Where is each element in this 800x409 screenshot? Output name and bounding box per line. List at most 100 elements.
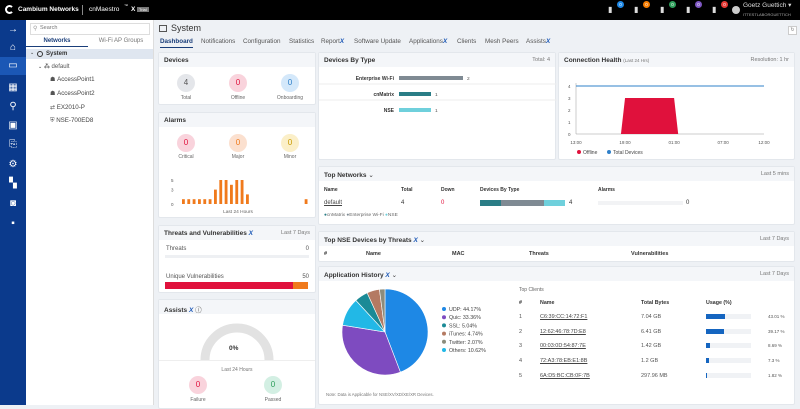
map-pin-icon[interactable]: ⚲	[9, 101, 17, 112]
top-clients-panel: Top Clients # Name Total Bytes Usage (%)…	[519, 287, 794, 397]
rank: 2	[519, 328, 523, 335]
y-tick-label: 5	[171, 178, 174, 183]
pie-slice[interactable]	[384, 288, 429, 373]
tab-report[interactable]: ReportX	[321, 38, 345, 45]
application-history-card: Application History X ⌄ Last 7 Days UDP: …	[318, 266, 795, 405]
usage-track	[706, 358, 751, 364]
tab-notifications[interactable]: Notifications	[201, 38, 236, 45]
tab-configuration[interactable]: Configuration	[243, 38, 281, 45]
major-alarms-count[interactable]: 0	[229, 134, 247, 152]
legend-dot	[442, 348, 446, 352]
brand-name: Cambium Networks	[18, 6, 79, 13]
type-bar[interactable]	[399, 76, 463, 80]
chevron-down-icon[interactable]: ⌄	[391, 272, 398, 279]
rank: 4	[519, 358, 523, 365]
user-icon[interactable]	[732, 6, 740, 14]
offline-devices-count[interactable]: 0	[229, 74, 247, 92]
rank: 5	[519, 372, 523, 379]
device-check-icon[interactable]: ▮ 0	[660, 1, 676, 15]
tab-mesh-peers[interactable]: Mesh Peers	[485, 38, 519, 45]
chevron-down-icon[interactable]: ⌄	[38, 64, 43, 70]
clipboard-icon[interactable]: ▮ 0	[686, 1, 702, 15]
type-bar[interactable]	[399, 108, 431, 112]
segment-enterprise-wifi	[501, 200, 544, 206]
total-bytes: 7.04 GB	[641, 314, 662, 320]
dashboard-grid-icon[interactable]: ▦	[8, 82, 18, 93]
chevron-down-icon[interactable]: ⌄	[419, 237, 426, 244]
client-link[interactable]: 6A:D5:BC:CB:0F:7B	[540, 372, 590, 379]
critical-label: Critical	[178, 154, 194, 160]
column-header: MAC	[452, 251, 465, 257]
tree-label: NSE-700ED8	[56, 117, 94, 124]
search-input-wrap[interactable]: ⚲	[30, 23, 150, 35]
client-link[interactable]: 00:03:0D:54:87:7E	[540, 343, 586, 350]
tab-clients[interactable]: Clients	[457, 38, 477, 45]
tab-software-update[interactable]: Software Update	[354, 38, 401, 45]
megaphone-icon[interactable]: ▮ 0	[608, 1, 624, 15]
column-header: Devices By Type	[480, 187, 520, 193]
minor-alarms-count[interactable]: 0	[281, 134, 299, 152]
tree-item-device[interactable]: ⇄ EX2010-P	[50, 104, 85, 111]
report-icon[interactable]: ▣	[8, 120, 18, 131]
passed-count[interactable]: 0	[264, 376, 282, 394]
pie-slice[interactable]	[341, 324, 401, 376]
network-link-default[interactable]: default	[324, 200, 343, 206]
access-point-icon: ☗	[50, 77, 56, 83]
user-menu[interactable]: Goetz Guettich ▾	[743, 2, 792, 9]
home-icon[interactable]: ⌂	[9, 42, 17, 53]
onboarding-devices-count[interactable]: 0	[281, 74, 299, 92]
search-icon: ⚲	[33, 26, 38, 32]
type-bar[interactable]	[399, 92, 431, 96]
alarm-bar	[235, 180, 239, 204]
tree-item-system[interactable]: ⌄ System	[26, 49, 153, 59]
x-logo-icon: X	[339, 38, 345, 45]
failure-count[interactable]: 0	[189, 376, 207, 394]
refresh-button[interactable]: ↻	[788, 26, 797, 35]
tab-applications[interactable]: ApplicationsX	[409, 38, 448, 45]
tree-item-device[interactable]: ☗ AccessPoint1	[50, 76, 95, 83]
top-bar: Cambium Networks cnMaestro ™ X Trial ▮ 0 ▮…	[0, 0, 800, 20]
expand-arrow-icon[interactable]: →	[8, 24, 18, 35]
total-devices-count[interactable]: 4	[177, 74, 195, 92]
tab-wifi-ap-groups[interactable]: Wi-Fi AP Groups	[98, 38, 144, 44]
tab-dashboard[interactable]: Dashboard	[160, 38, 193, 48]
tab-assists[interactable]: AssistsX	[526, 38, 551, 45]
bell-icon[interactable]: ▮ 0	[634, 1, 650, 15]
monitor-nav-active[interactable]: ▭	[0, 57, 26, 75]
devices-icon[interactable]: ⎘	[9, 139, 17, 150]
legend-dot	[442, 331, 446, 336]
tab-networks[interactable]: Networks	[26, 38, 88, 47]
client-link[interactable]: 72:A3:78:EB:E1:8B	[540, 358, 588, 365]
network-icon: ⁂	[43, 64, 50, 70]
chevron-down-icon[interactable]: ⌄	[30, 50, 35, 56]
alarm-bar	[203, 199, 207, 204]
minor-label: Minor	[283, 154, 297, 160]
client-link[interactable]: C6:39:CC:14:72:F1	[540, 314, 588, 320]
alarm-icon[interactable]: ▮ 0	[712, 1, 728, 15]
apps-icon[interactable]: ▚	[9, 178, 17, 189]
access-point-icon: ☗	[50, 91, 56, 97]
y-tick-label: 2	[568, 108, 571, 113]
pie-slice[interactable]	[379, 288, 386, 333]
legend-dot	[577, 150, 581, 154]
types-total: 4	[569, 200, 573, 206]
tree-item-default[interactable]: ⌄ ⁂ default	[38, 63, 70, 70]
trademark: ™	[124, 3, 128, 8]
settings-gear-icon[interactable]: ⚙	[8, 159, 18, 170]
alarm-bar	[246, 194, 249, 204]
info-icon[interactable]: ▪	[11, 218, 15, 229]
switch-icon: ⇄	[50, 105, 56, 111]
tree-item-device[interactable]: ☗ AccessPoint2	[50, 90, 95, 97]
segment-nse	[543, 200, 565, 206]
critical-alarms-count[interactable]: 0	[177, 134, 195, 152]
tab-statistics[interactable]: Statistics	[289, 38, 315, 45]
threats-label: Threats	[166, 246, 187, 252]
search-input[interactable]	[40, 25, 145, 31]
trial-badge: Trial	[137, 7, 149, 12]
camera-icon[interactable]: ◙	[9, 198, 17, 209]
client-link[interactable]: 12:62:46:78:7D:E8	[540, 328, 586, 335]
chevron-down-icon[interactable]: ⌄	[368, 172, 374, 179]
info-icon[interactable]: ⓘ	[195, 307, 202, 314]
tree-item-device[interactable]: ⛨ NSE-700ED8	[50, 117, 93, 125]
panel-toggle-icon[interactable]	[159, 25, 167, 32]
